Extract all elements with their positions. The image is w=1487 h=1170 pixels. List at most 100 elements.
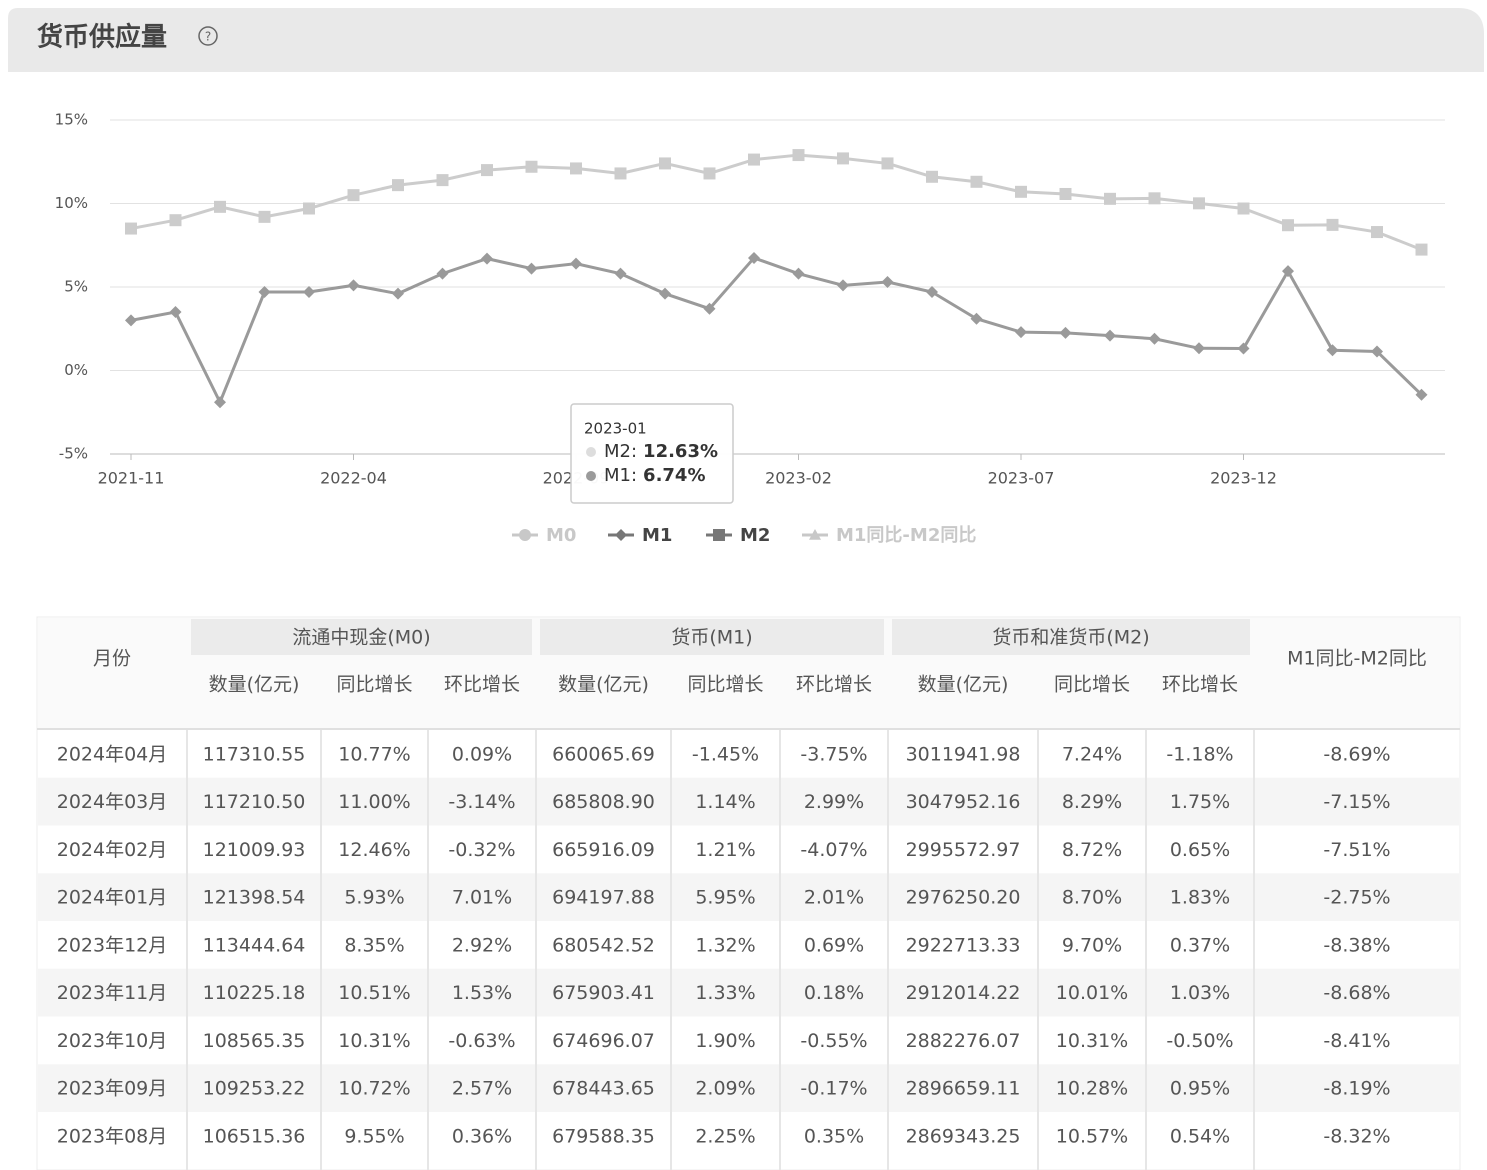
table-header: M1同比-M2同比 — [1287, 648, 1427, 670]
tooltip-dot — [586, 447, 596, 457]
table-cell: 10.51% — [338, 982, 410, 1004]
marker — [1104, 329, 1116, 342]
marker — [1371, 226, 1383, 239]
table-cell: -0.55% — [800, 1030, 867, 1052]
table-cell: 1.32% — [695, 934, 755, 956]
y-tick-label: 15% — [55, 111, 88, 129]
table-cell: 2896659.11 — [906, 1078, 1021, 1100]
legend-label: M1同比-M2同比 — [836, 525, 976, 546]
marker — [1059, 326, 1072, 339]
marker — [1104, 192, 1116, 205]
table-cell: 0.37% — [1170, 934, 1230, 956]
tooltip-title: 2023-01 — [584, 420, 647, 438]
table-cell: 2.09% — [695, 1078, 755, 1100]
table-cell: 10.28% — [1056, 1078, 1128, 1100]
table-subheader: 同比增长 — [687, 674, 763, 696]
table-cell: 117310.55 — [203, 743, 306, 765]
marker — [659, 287, 671, 300]
series-line — [130, 256, 1423, 406]
table-cell: -2.75% — [1323, 887, 1390, 909]
table-cell: 2.01% — [804, 887, 864, 909]
marker — [1326, 218, 1339, 231]
table-cell: 0.36% — [452, 1125, 512, 1147]
x-tick-label: 2023-12 — [1210, 469, 1277, 488]
table-cell: 0.69% — [804, 934, 864, 956]
marker — [659, 157, 671, 170]
legend-label: M0 — [546, 525, 576, 546]
table-cell: -0.63% — [448, 1030, 515, 1052]
tooltip-box — [570, 403, 734, 504]
table-cell: -0.17% — [800, 1078, 867, 1100]
table-cell: 2024年02月 — [57, 839, 168, 861]
marker — [1371, 345, 1383, 358]
table-cell: -8.41% — [1323, 1030, 1390, 1052]
marker — [214, 200, 226, 213]
table-cell: -8.68% — [1323, 982, 1390, 1004]
table-cell: 10.77% — [338, 743, 410, 765]
table-cell: 0.35% — [804, 1125, 864, 1147]
marker — [481, 164, 493, 177]
tooltip: 2023-01 M2: 12.63% M1: 6.74% — [570, 403, 734, 504]
table-cell: -1.45% — [692, 743, 759, 765]
table-cell: 8.35% — [344, 934, 404, 956]
table-cell: 10.01% — [1056, 982, 1128, 1004]
x-tick-label: 2023-07 — [988, 469, 1055, 488]
tooltip-name: M1: — [604, 465, 637, 486]
table-cell: -4.07% — [800, 839, 867, 861]
x-tick-label: 2023-02 — [765, 469, 832, 488]
table-cell: 117210.50 — [203, 791, 306, 813]
table-cell: 8.70% — [1062, 887, 1122, 909]
table-cell: 7.24% — [1062, 743, 1122, 765]
legend-label: M2 — [740, 525, 770, 546]
table-cell: 2912014.22 — [906, 982, 1021, 1004]
table-row-bg — [38, 968, 1459, 1017]
marker — [615, 529, 627, 541]
legend-item[interactable]: M1同比-M2同比 — [802, 525, 976, 546]
marker — [519, 529, 531, 541]
table-cell: 108565.35 — [203, 1030, 306, 1052]
table-cell: 3047952.16 — [906, 791, 1021, 813]
marker — [926, 170, 938, 183]
marker — [1148, 332, 1161, 345]
help-icon-text[interactable]: ? — [205, 30, 211, 44]
tooltip-value: 6.74% — [643, 465, 705, 486]
table-cell: 2995572.97 — [906, 839, 1021, 861]
marker — [1326, 344, 1339, 357]
table-cell: 10.31% — [338, 1030, 410, 1052]
marker — [258, 210, 271, 223]
marker — [392, 179, 404, 192]
marker — [1237, 202, 1250, 215]
table-cell: 1.90% — [695, 1030, 755, 1052]
tooltip-name: M2: — [604, 441, 637, 462]
marker — [792, 267, 805, 280]
marker — [614, 167, 627, 180]
marker — [792, 149, 805, 162]
table-cell: 1.33% — [695, 982, 755, 1004]
table-subheader: 数量(亿元) — [209, 674, 300, 696]
marker — [214, 396, 226, 409]
table-header: 月份 — [93, 648, 131, 670]
page-title: 货币供应量 — [37, 22, 167, 53]
table-cell: -8.32% — [1323, 1125, 1390, 1147]
table-cell: -7.15% — [1323, 791, 1390, 813]
table-cell: -3.75% — [800, 743, 867, 765]
help-icon[interactable] — [198, 26, 218, 46]
table-cell: 3011941.98 — [906, 743, 1021, 765]
table-cell: 1.21% — [695, 839, 755, 861]
table-group-bg — [892, 619, 1250, 655]
marker — [1415, 388, 1428, 401]
table-cell: 9.55% — [344, 1125, 404, 1147]
marker — [570, 257, 582, 270]
table-cell: 121398.54 — [203, 887, 306, 909]
tooltip-line: M2: 12.63% — [604, 441, 718, 462]
table-cell: 2.57% — [452, 1078, 512, 1100]
table-cell: 0.65% — [1170, 839, 1230, 861]
marker — [303, 202, 315, 215]
table-cell: 2024年03月 — [57, 791, 168, 813]
marker — [169, 306, 182, 319]
table-cell: 0.18% — [804, 982, 864, 1004]
table-row-bg — [38, 873, 1459, 921]
marker — [258, 286, 271, 299]
table-cell: 675903.41 — [552, 982, 655, 1004]
marker — [1282, 219, 1294, 232]
